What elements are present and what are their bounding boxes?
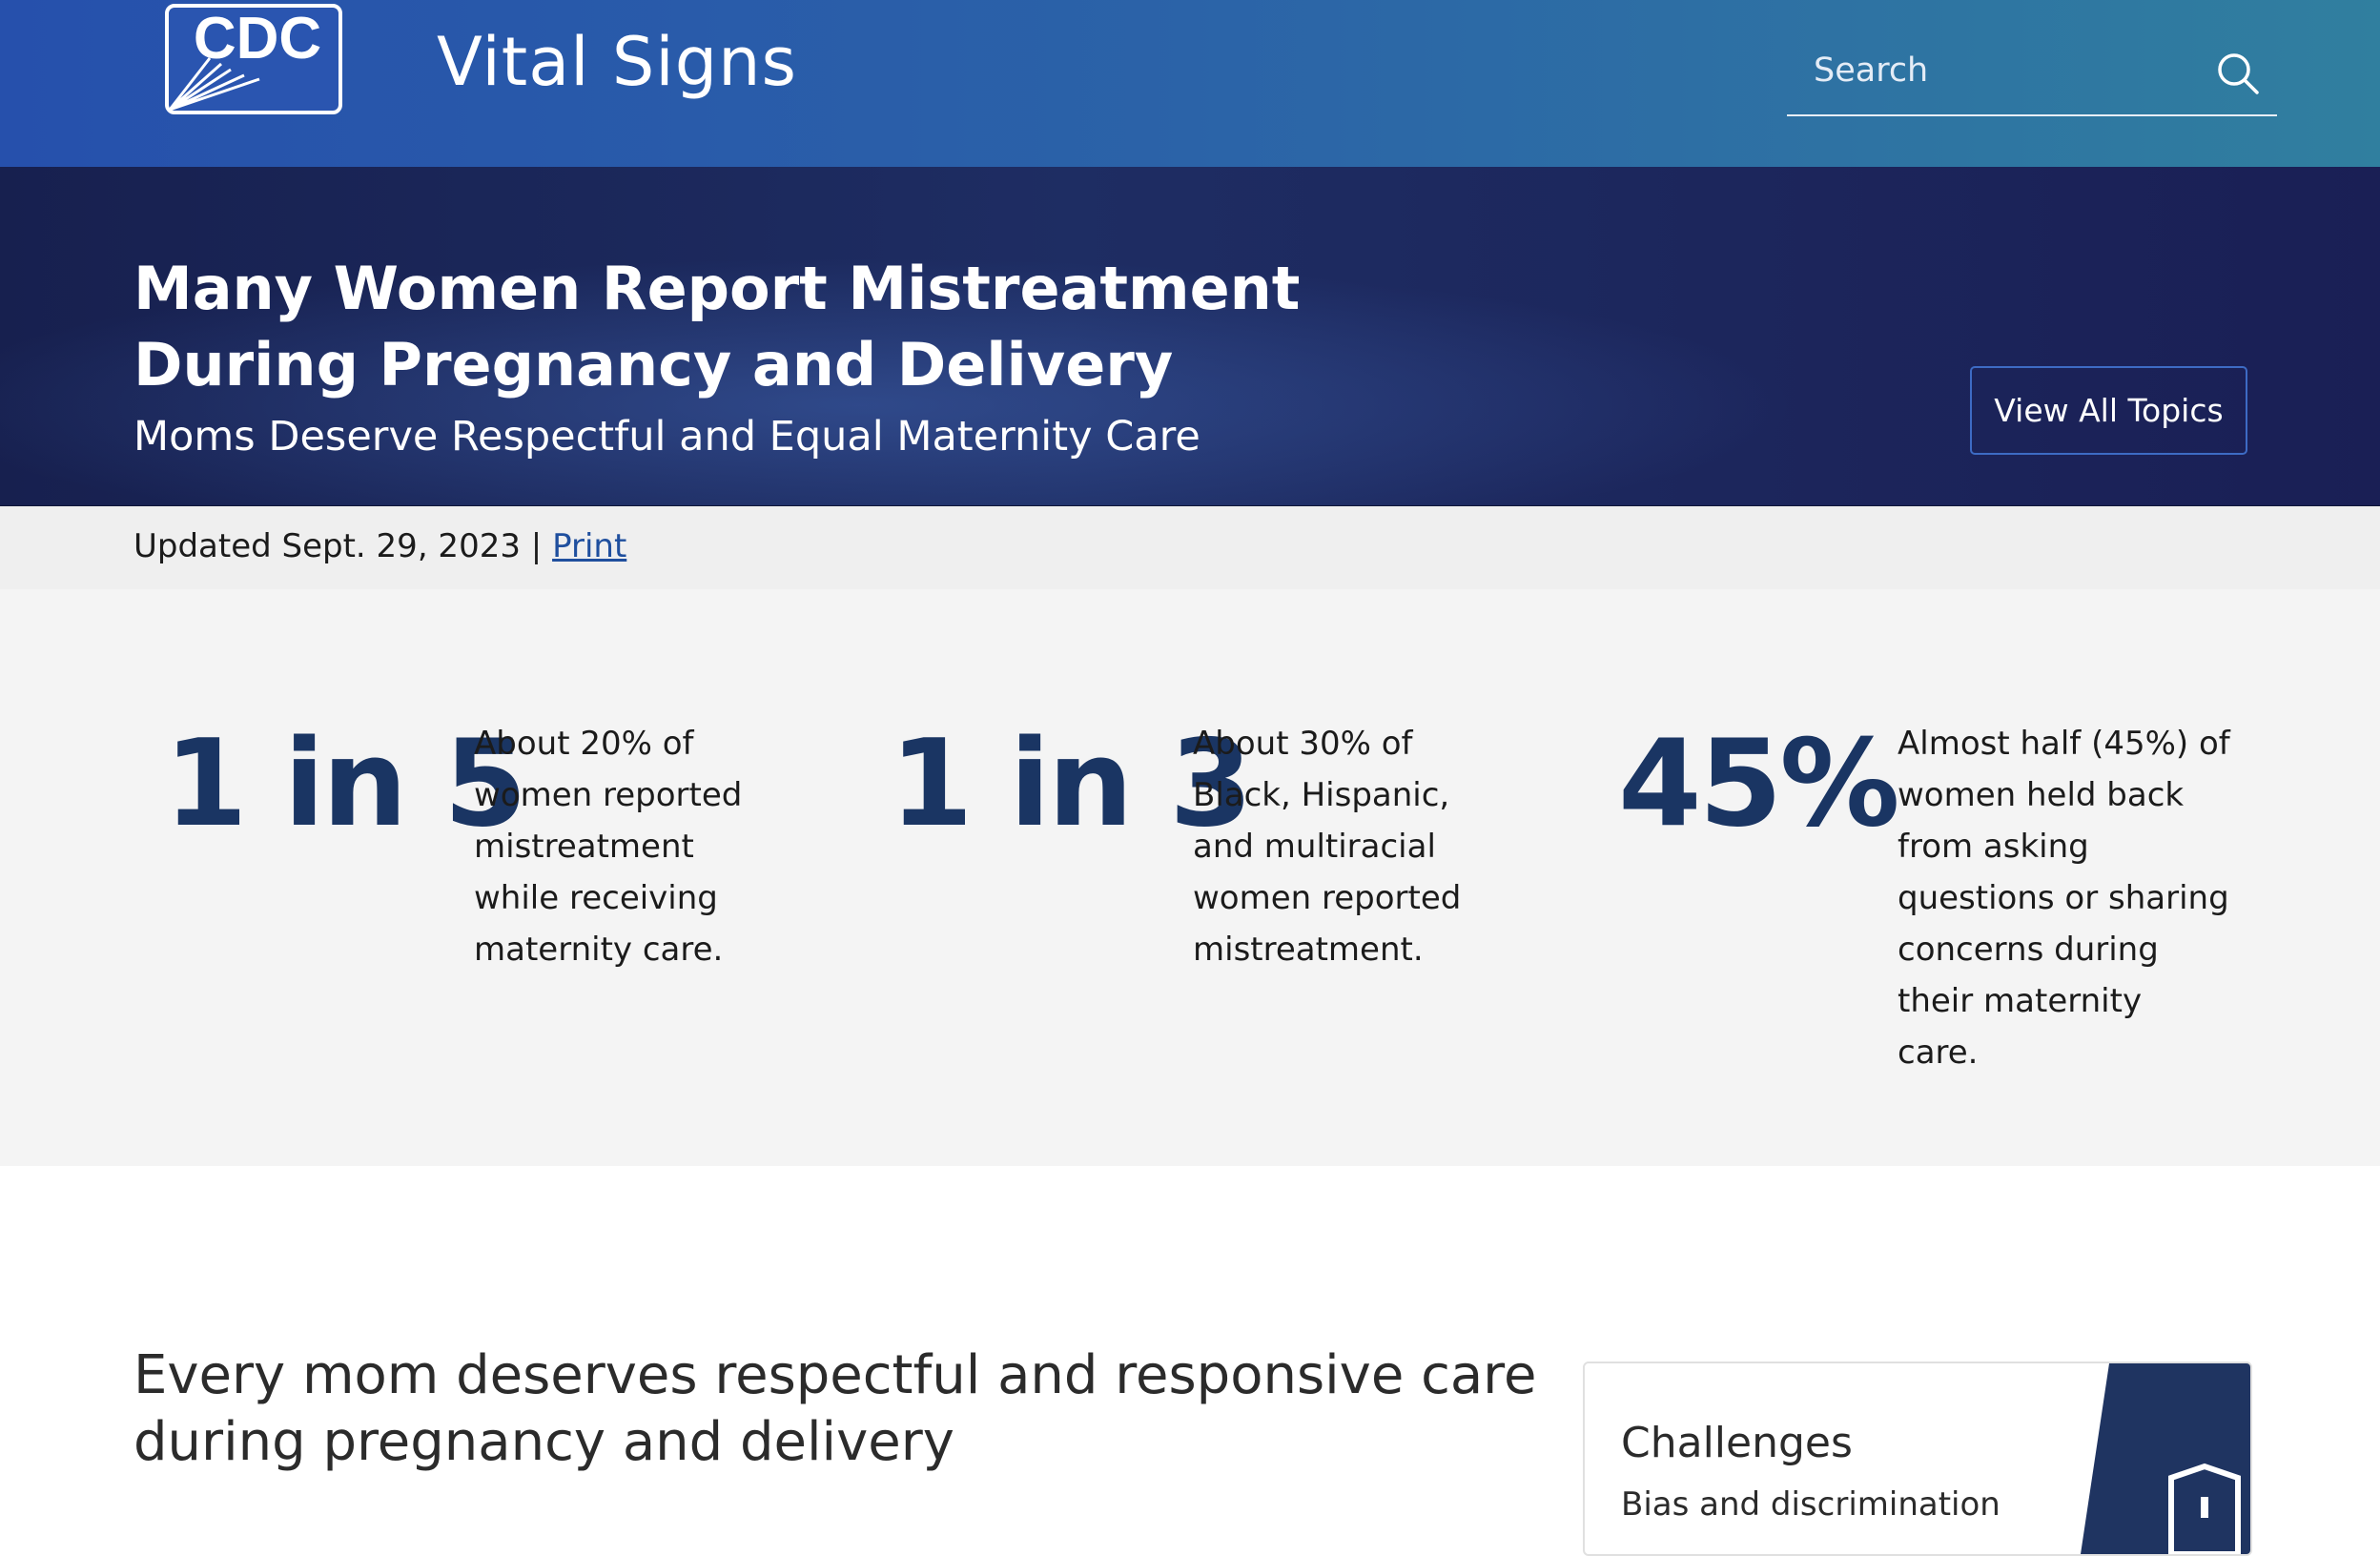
separator: | [530, 527, 543, 565]
hero-title: Many Women Report Mistreatment During Pr… [133, 254, 1301, 399]
cdc-logo[interactable]: CDC [164, 3, 343, 115]
stat-figure: 1 in 5 [164, 713, 527, 853]
search-placeholder: Search [1814, 51, 1929, 90]
search-icon[interactable] [2214, 50, 2262, 97]
print-link[interactable]: Print [552, 527, 627, 565]
stats-section: 1 in 5 About 20% of women reported mistr… [0, 589, 2380, 1166]
card-panel [2081, 1363, 2250, 1554]
logo-text: CDC [194, 6, 321, 72]
card-title: Challenges [1621, 1419, 1853, 1467]
stat-text: About 20% of women reported mistreatment… [474, 725, 743, 969]
stat-text: Almost half (45%) of women held back fro… [1898, 725, 2230, 1072]
search-box[interactable]: Search [1787, 38, 2277, 116]
header: CDC Vital Signs Search [0, 0, 2380, 167]
view-all-topics-button[interactable]: View All Topics [1970, 366, 2247, 455]
stat-text: About 30% of Black, Hispanic, and multir… [1193, 725, 1462, 969]
site-name[interactable]: Vital Signs [437, 23, 797, 101]
meta-bar: Updated Sept. 29, 2023 | Print [0, 506, 2380, 589]
hero-subtitle: Moms Deserve Respectful and Equal Matern… [133, 413, 1200, 461]
card-text: Bias and discrimination [1621, 1485, 2000, 1524]
stat-figure: 45% [1618, 713, 1900, 853]
section-heading: Every mom deserves respectful and respon… [133, 1344, 1537, 1473]
updated-date: Updated Sept. 29, 2023 [133, 527, 521, 565]
meta-line: Updated Sept. 29, 2023 | Print [133, 527, 626, 565]
stat-figure: 1 in 3 [890, 713, 1253, 853]
hero: Many Women Report Mistreatment During Pr… [0, 167, 2380, 508]
challenges-card: Challenges Bias and discrimination [1583, 1362, 2252, 1556]
